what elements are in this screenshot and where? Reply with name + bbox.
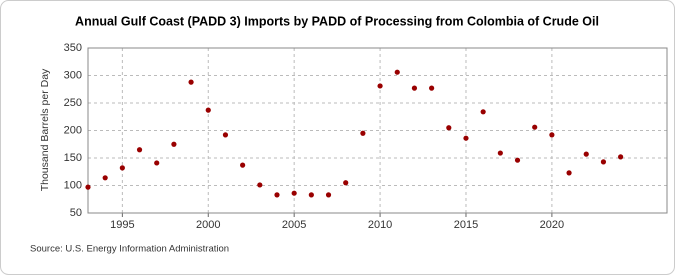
point <box>497 150 503 156</box>
point <box>222 132 229 138</box>
point <box>532 124 538 130</box>
point <box>274 192 280 198</box>
point <box>463 135 469 141</box>
point <box>566 170 572 176</box>
point <box>480 109 486 115</box>
point <box>257 182 263 188</box>
chart-title: Annual Gulf Coast (PADD 3) Imports by PA… <box>75 14 599 28</box>
point <box>102 175 108 181</box>
point <box>549 132 555 138</box>
y-tick-label: 300 <box>64 69 82 81</box>
y-tick-label: 200 <box>64 124 82 136</box>
x-tick-label: 2005 <box>282 219 306 231</box>
point <box>429 85 435 91</box>
x-tick-label: 2020 <box>540 219 564 231</box>
x-tick-label: 2015 <box>454 219 478 231</box>
y-tick-label: 50 <box>70 207 82 219</box>
point <box>600 159 607 165</box>
point <box>136 147 143 153</box>
point <box>171 141 177 147</box>
point <box>154 160 160 166</box>
point <box>583 151 589 157</box>
point <box>411 85 418 91</box>
point <box>205 107 211 113</box>
point <box>308 192 314 198</box>
point <box>446 125 452 131</box>
y-tick-label: 150 <box>64 152 82 164</box>
point <box>188 79 194 85</box>
point <box>343 180 349 186</box>
point <box>325 192 332 198</box>
point <box>291 190 297 196</box>
point <box>618 154 624 160</box>
y-tick-label: 100 <box>64 179 82 191</box>
y-tick-label: 350 <box>64 42 82 54</box>
x-tick-label: 2000 <box>196 219 220 231</box>
point <box>360 130 366 136</box>
y-axis-label: Thousand Barrels per Day <box>39 68 51 191</box>
point <box>377 83 383 89</box>
source: Source: U.S. Energy Information Administ… <box>30 244 229 255</box>
point <box>514 157 521 163</box>
y-tick-label: 250 <box>64 97 82 109</box>
point <box>394 69 400 75</box>
x-tick-label: 2010 <box>368 219 392 231</box>
plot-area <box>87 47 668 214</box>
x-tick-label: 1995 <box>110 219 134 231</box>
point <box>240 162 246 168</box>
point <box>119 165 125 171</box>
point <box>85 184 91 190</box>
